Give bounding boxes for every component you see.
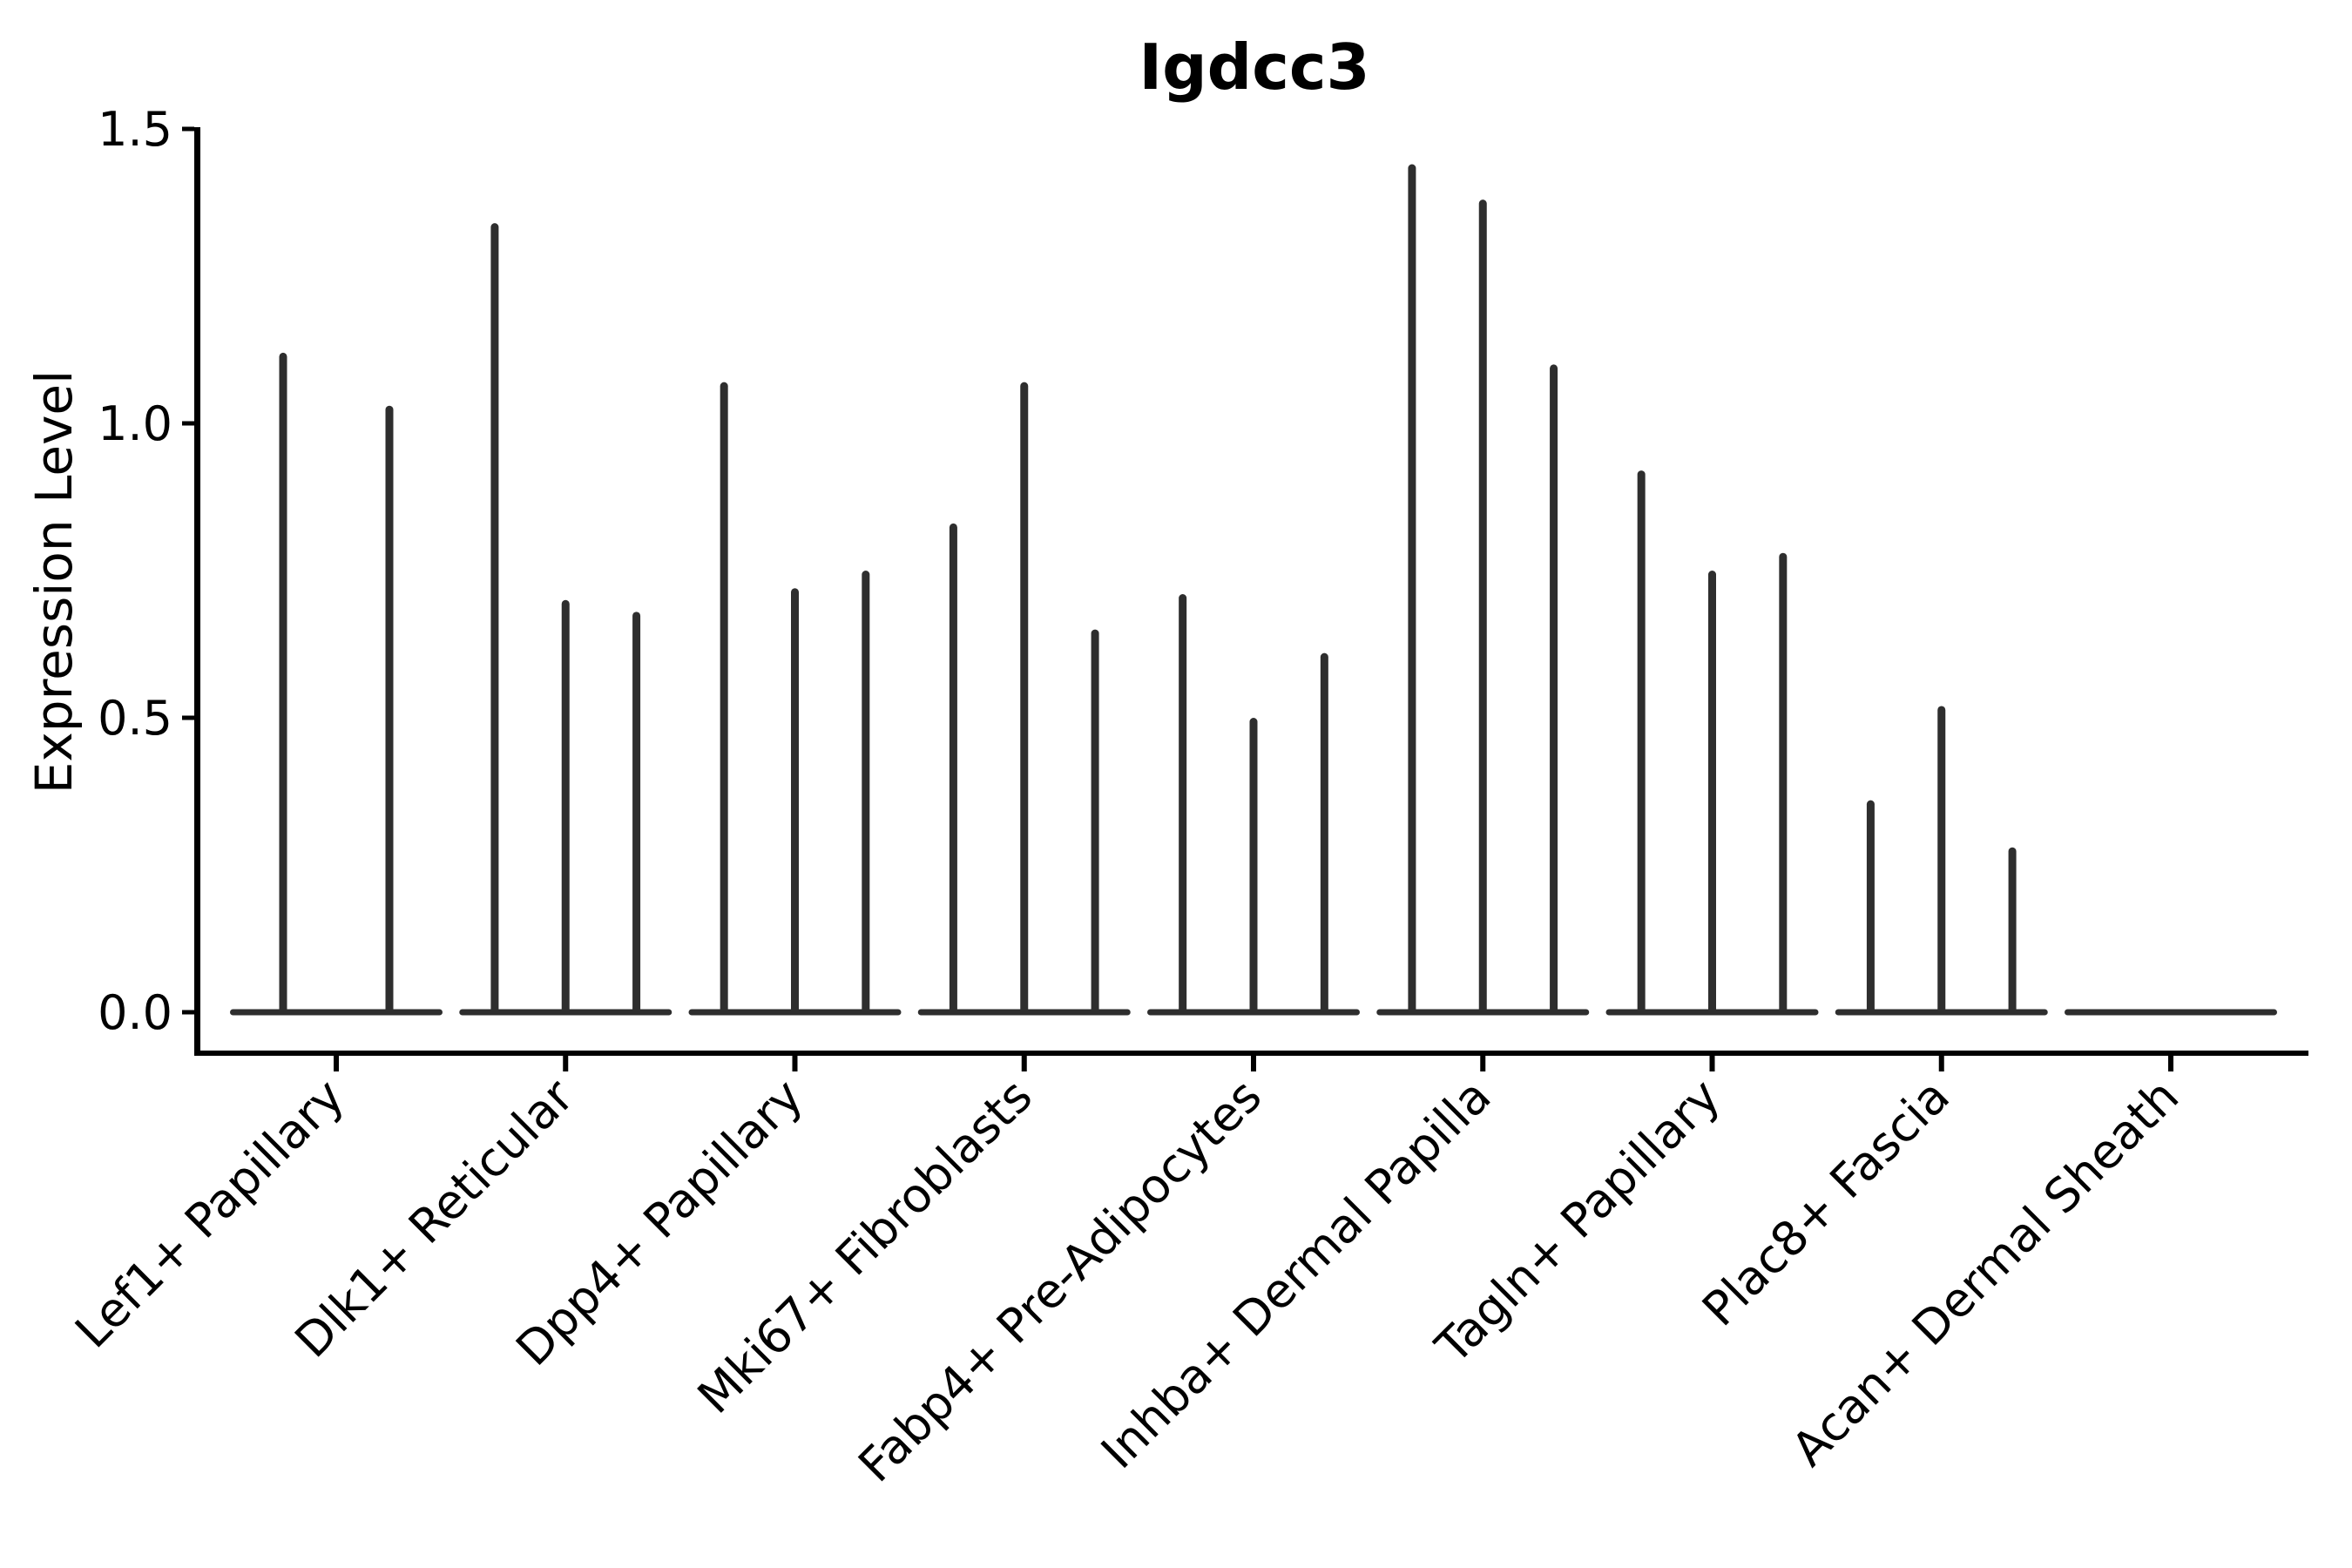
x-tick: [334, 1056, 339, 1071]
y-tick-label: 0.0: [98, 985, 172, 1040]
y-tick-label: 0.5: [98, 691, 172, 746]
violin-baseline: [1835, 1009, 2048, 1016]
x-tick: [563, 1056, 569, 1071]
violin-spike: [1866, 800, 1875, 1014]
violin-spike: [561, 599, 570, 1014]
violin-spike: [1179, 594, 1187, 1014]
violin-baseline: [1147, 1009, 1360, 1016]
violin-spike: [1020, 382, 1029, 1014]
violin-spike: [1708, 571, 1716, 1014]
violin-spike: [720, 382, 728, 1014]
y-tick-label: 1.5: [98, 102, 172, 157]
violin-spike: [279, 352, 287, 1014]
violin-spike: [632, 612, 641, 1014]
x-category-label: Fabp4+ Pre-Adipocytes: [848, 1069, 1272, 1493]
x-tick: [792, 1056, 798, 1071]
violins: [230, 164, 2277, 1016]
x-tick: [1938, 1056, 1944, 1071]
violin-baseline: [459, 1009, 672, 1016]
y-tick-label: 1.0: [98, 396, 172, 451]
violin-baseline: [230, 1009, 443, 1016]
violin-spike: [1249, 718, 1258, 1014]
x-tick: [1251, 1056, 1256, 1071]
x-category-label: Acan+ Dermal Sheath: [1781, 1069, 2189, 1477]
violin-baseline: [917, 1009, 1131, 1016]
violin-spike: [1408, 164, 1416, 1014]
violin-spike: [862, 571, 870, 1014]
violin-spike: [1550, 364, 1558, 1014]
y-tick: [182, 1010, 194, 1015]
violin-spike: [1320, 652, 1328, 1014]
violin-baseline: [1376, 1009, 1590, 1016]
violin-spike: [791, 588, 799, 1014]
violin-baseline: [1605, 1009, 1819, 1016]
x-tick: [2168, 1056, 2173, 1071]
violin-spike: [490, 223, 499, 1014]
x-category-label: Plac8+ Fascia: [1692, 1069, 1960, 1337]
plot-title: Igdcc3: [1139, 30, 1369, 104]
y-tick: [182, 126, 194, 132]
x-tick: [1480, 1056, 1486, 1071]
bottom-spine: [194, 1051, 2308, 1056]
violin-spike: [1937, 706, 1946, 1014]
left-spine: [194, 127, 200, 1056]
violin-spike: [1091, 629, 1099, 1014]
y-axis: 0.0 0.5 1.0 1.5: [98, 102, 200, 1056]
violin-baseline: [688, 1009, 902, 1016]
y-tick: [182, 421, 194, 426]
violin-spike: [1637, 470, 1646, 1014]
violin-spike: [1478, 199, 1487, 1014]
x-tick: [1021, 1056, 1027, 1071]
violin-spike: [1779, 552, 1788, 1014]
x-category-label: Inhba+ Dermal Papilla: [1091, 1069, 1501, 1479]
x-tick: [1709, 1056, 1715, 1071]
y-axis-label: Expression Level: [24, 370, 84, 794]
violin-spike: [385, 405, 394, 1015]
violin-spike: [949, 523, 957, 1014]
violin-spike: [2008, 847, 2017, 1014]
violin-baseline: [2065, 1009, 2277, 1016]
y-tick: [182, 715, 194, 720]
